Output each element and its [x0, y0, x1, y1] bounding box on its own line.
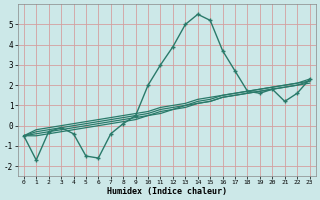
X-axis label: Humidex (Indice chaleur): Humidex (Indice chaleur)	[107, 187, 227, 196]
